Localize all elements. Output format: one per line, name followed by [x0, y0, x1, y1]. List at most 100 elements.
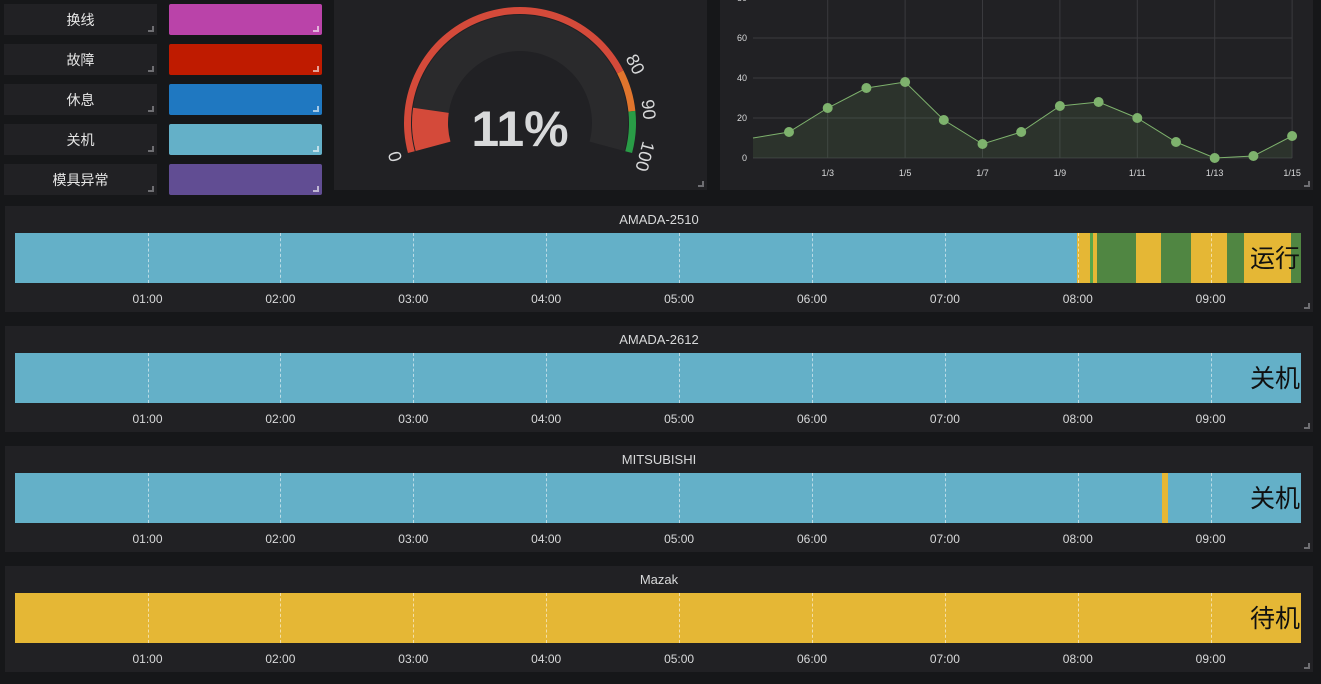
status-segment[interactable] — [1227, 233, 1245, 283]
gauge-threshold-label: 0 — [384, 149, 406, 164]
resize-handle[interactable] — [1304, 423, 1310, 429]
time-tick-label: 04:00 — [531, 532, 562, 546]
current-state-label: 关机 — [1249, 485, 1300, 513]
resize-handle[interactable] — [313, 66, 319, 72]
current-state-label: 关机 — [1249, 365, 1300, 393]
data-point[interactable] — [1171, 137, 1181, 147]
time-tick-label: 02:00 — [265, 532, 296, 546]
status-segment[interactable] — [15, 593, 1301, 643]
y-tick-label: 20 — [737, 113, 747, 123]
machine-name: AMADA-2510 — [619, 212, 699, 227]
status-segment[interactable] — [1076, 233, 1091, 283]
resize-handle[interactable] — [698, 181, 704, 187]
data-point[interactable] — [1093, 97, 1104, 107]
time-grid-line — [944, 353, 946, 403]
status-segment[interactable] — [1090, 233, 1094, 283]
time-grid-line — [944, 473, 946, 523]
time-grid-line — [546, 473, 548, 523]
time-tick-label: 06:00 — [796, 652, 828, 666]
resize-handle[interactable] — [148, 146, 154, 152]
time-grid-line — [679, 353, 681, 403]
status-segment[interactable] — [1136, 233, 1162, 283]
legend-color-swatch — [169, 124, 322, 155]
gauge-threshold-label: 80 — [622, 51, 649, 78]
status-segment[interactable] — [1161, 233, 1192, 283]
legend-color-swatch — [169, 164, 322, 195]
status-bar[interactable]: 关机 — [15, 353, 1301, 403]
resize-handle[interactable] — [148, 26, 154, 32]
data-point[interactable] — [1209, 153, 1220, 163]
status-segment[interactable] — [1097, 233, 1137, 283]
status-bar[interactable]: 关机 — [15, 473, 1301, 523]
machine-name: MITSUBISHI — [621, 452, 697, 467]
status-segment[interactable] — [1162, 473, 1168, 523]
x-tick-label: 1/5 — [899, 168, 912, 178]
status-segment[interactable] — [1191, 233, 1228, 283]
time-tick-label: 02:00 — [265, 292, 296, 306]
time-grid-line — [147, 233, 149, 283]
x-tick-label: 1/13 — [1206, 168, 1224, 178]
time-grid-line — [679, 473, 681, 523]
data-point[interactable] — [1016, 127, 1027, 137]
resize-handle[interactable] — [1304, 543, 1310, 549]
time-grid-line — [147, 473, 149, 523]
resize-handle[interactable] — [313, 146, 319, 152]
status-bar[interactable]: 运行 — [15, 233, 1301, 283]
data-point[interactable] — [1248, 151, 1259, 161]
resize-handle[interactable] — [313, 106, 319, 112]
time-tick-label: 07:00 — [929, 652, 960, 666]
time-grid-line — [1210, 353, 1212, 403]
status-bar[interactable]: 待机 — [15, 593, 1301, 643]
status-segment[interactable] — [15, 233, 1077, 283]
data-point[interactable] — [784, 127, 794, 137]
time-grid-line — [812, 233, 813, 283]
data-point[interactable] — [822, 103, 833, 113]
time-tick-label: 08:00 — [1062, 412, 1093, 426]
status-segment[interactable] — [1093, 233, 1098, 283]
data-point[interactable] — [1287, 131, 1298, 141]
time-tick-label: 01:00 — [132, 292, 163, 306]
time-grid-line — [413, 473, 415, 523]
legend-label: 故障 — [4, 44, 157, 75]
y-tick-label: 0 — [742, 153, 747, 163]
resize-handle[interactable] — [1304, 181, 1310, 187]
y-tick-label: 40 — [737, 73, 747, 83]
status-segment[interactable] — [15, 353, 1301, 403]
data-point[interactable] — [1132, 113, 1143, 123]
time-tick-label: 06:00 — [796, 412, 828, 426]
resize-handle[interactable] — [313, 186, 319, 192]
data-point[interactable] — [900, 77, 911, 87]
time-grid-line — [147, 593, 149, 643]
time-grid-line — [280, 593, 282, 643]
resize-handle[interactable] — [148, 66, 154, 72]
time-tick-label: 04:00 — [531, 412, 562, 426]
time-grid-line — [413, 593, 415, 643]
machine-timeline-panel: AMADA-2510 运行 01:00 02:00 03:00 04:00 05:00 06:… — [5, 206, 1313, 312]
data-point[interactable] — [1054, 101, 1065, 111]
status-segment[interactable] — [1290, 233, 1301, 283]
resize-handle[interactable] — [148, 186, 154, 192]
status-segment[interactable] — [1167, 473, 1301, 523]
machine-timeline-panel: MITSUBISHI 关机 01:00 02:00 03:00 04:00 05:00 06:… — [5, 446, 1313, 552]
status-segment[interactable] — [1244, 233, 1291, 283]
resize-handle[interactable] — [1304, 303, 1310, 309]
resize-handle[interactable] — [313, 26, 319, 32]
time-tick-label: 07:00 — [929, 532, 960, 546]
resize-handle[interactable] — [148, 106, 154, 112]
y-tick-label: 60 — [737, 33, 747, 43]
time-grid-line — [546, 353, 548, 403]
utilization-gauge: 0 80 90 100 11% — [384, 7, 660, 174]
time-grid-line — [147, 353, 149, 403]
x-tick-label: 1/11 — [1129, 168, 1146, 178]
time-grid-line — [1210, 233, 1212, 283]
data-point[interactable] — [861, 83, 872, 93]
time-tick-label: 03:00 — [398, 292, 429, 306]
status-segment[interactable] — [15, 473, 1163, 523]
data-point[interactable] — [938, 115, 949, 125]
time-grid-line — [1077, 353, 1079, 403]
gauge-threshold-band — [625, 110, 636, 154]
data-point[interactable] — [977, 139, 988, 149]
time-grid-line — [812, 593, 813, 643]
y-tick-label: 80 — [737, 0, 747, 3]
resize-handle[interactable] — [1304, 663, 1310, 669]
